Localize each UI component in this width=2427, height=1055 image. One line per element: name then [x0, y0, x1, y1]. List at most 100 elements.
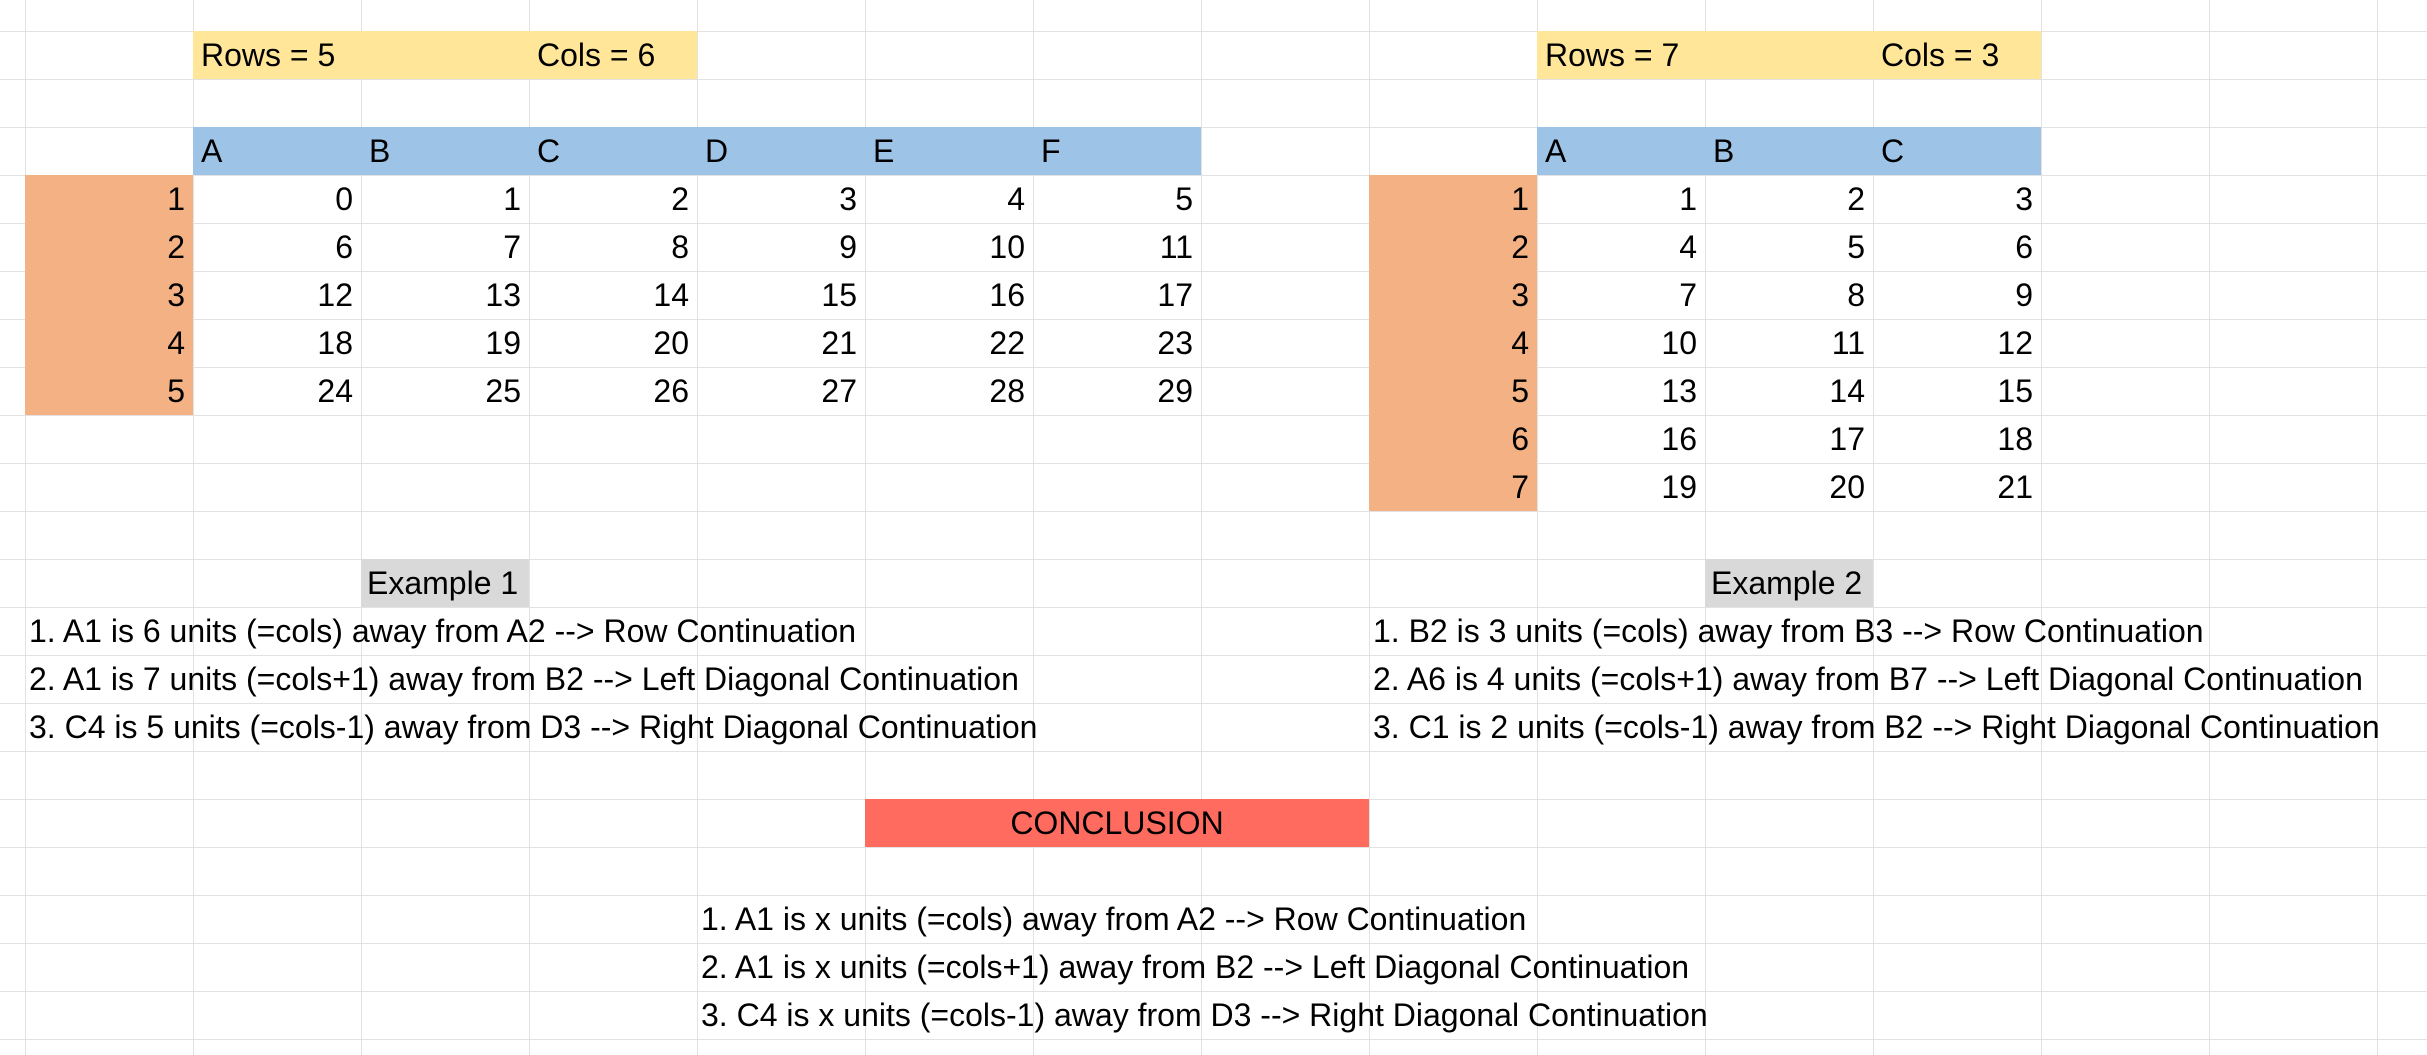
column-header[interactable]: C: [1881, 133, 1905, 169]
row-header[interactable]: 1: [1511, 181, 1529, 217]
grid-cell[interactable]: 2: [1847, 181, 1865, 217]
row-header[interactable]: 5: [1511, 373, 1529, 409]
grid-cell[interactable]: 4: [1679, 229, 1697, 265]
rows-label-cell[interactable]: Rows = 5: [193, 31, 529, 79]
grid-cell[interactable]: 18: [317, 325, 353, 361]
grid-cell[interactable]: 15: [1997, 373, 2033, 409]
grid-cell[interactable]: 19: [485, 325, 521, 361]
note-row[interactable]: 3. C4 is 5 units (=cols-1) away from D3 …: [25, 703, 1325, 751]
row-header-band: [25, 175, 193, 415]
grid-cell[interactable]: 7: [503, 229, 521, 265]
row-header[interactable]: 4: [167, 325, 185, 361]
grid-cell[interactable]: 5: [1175, 181, 1193, 217]
rows-label: Rows = 5: [201, 37, 336, 73]
row-header[interactable]: 4: [1511, 325, 1529, 361]
grid-cell[interactable]: 6: [335, 229, 353, 265]
column-header[interactable]: B: [1713, 133, 1735, 169]
grid-cell[interactable]: 12: [1997, 325, 2033, 361]
grid-cell[interactable]: 23: [1157, 325, 1193, 361]
row-header[interactable]: 3: [1511, 277, 1529, 313]
grid-cell[interactable]: 20: [1829, 469, 1865, 505]
note-row[interactable]: 1. B2 is 3 units (=cols) away from B3 --…: [1369, 607, 2419, 655]
grid-cell[interactable]: 26: [653, 373, 689, 409]
example-title-cell[interactable]: Example 2: [1705, 559, 1873, 607]
grid-cell[interactable]: 9: [2015, 277, 2033, 313]
grid-cell[interactable]: 15: [821, 277, 857, 313]
row-header[interactable]: 1: [167, 181, 185, 217]
grid-cell[interactable]: 14: [1829, 373, 1865, 409]
cols-label-cell[interactable]: Cols = 6: [529, 31, 697, 79]
grid-cell[interactable]: 25: [485, 373, 521, 409]
cols-label: Cols = 6: [537, 37, 656, 73]
note-text: 2. A6 is 4 units (=cols+1) away from B7 …: [1373, 661, 2363, 697]
grid-cell[interactable]: 17: [1157, 277, 1193, 313]
grid-cell[interactable]: 7: [1679, 277, 1697, 313]
grid-cell[interactable]: 11: [1831, 325, 1865, 361]
row-header[interactable]: 7: [1511, 469, 1529, 505]
conclusion-note-row[interactable]: 3. C4 is x units (=cols-1) away from D3 …: [697, 991, 1997, 1039]
grid-cell[interactable]: 6: [2015, 229, 2033, 265]
rows-label-cell[interactable]: Rows = 7: [1537, 31, 1873, 79]
grid-cell[interactable]: 2: [671, 181, 689, 217]
row-header[interactable]: 2: [167, 229, 185, 265]
cols-label-cell[interactable]: Cols = 3: [1873, 31, 2041, 79]
example-title-cell[interactable]: Example 1: [361, 559, 529, 607]
grid-cell[interactable]: 27: [821, 373, 857, 409]
column-header[interactable]: A: [201, 133, 223, 169]
grid-cell[interactable]: 22: [989, 325, 1025, 361]
grid-cell[interactable]: 3: [2015, 181, 2033, 217]
grid-cell[interactable]: 9: [839, 229, 857, 265]
grid-cell[interactable]: 5: [1847, 229, 1865, 265]
row-header[interactable]: 2: [1511, 229, 1529, 265]
grid-cell[interactable]: 28: [989, 373, 1025, 409]
row-header[interactable]: 3: [167, 277, 185, 313]
grid-cell[interactable]: 14: [653, 277, 689, 313]
conclusion-title-cell[interactable]: CONCLUSION: [865, 799, 1369, 847]
grid-cell[interactable]: 10: [989, 229, 1025, 265]
grid-cell[interactable]: 4: [1007, 181, 1025, 217]
grid-cell[interactable]: 13: [1661, 373, 1697, 409]
grid-cell[interactable]: 20: [653, 325, 689, 361]
column-header[interactable]: C: [537, 133, 561, 169]
cols-label: Cols = 3: [1881, 37, 2000, 73]
column-header[interactable]: A: [1545, 133, 1567, 169]
grid-cell[interactable]: 17: [1829, 421, 1865, 457]
grid-cell[interactable]: 11: [1159, 229, 1193, 265]
grid-cell[interactable]: 16: [989, 277, 1025, 313]
grid-cell[interactable]: 8: [671, 229, 689, 265]
grid-cell[interactable]: 29: [1157, 373, 1193, 409]
column-header[interactable]: F: [1041, 133, 1061, 169]
note-row[interactable]: 3. C1 is 2 units (=cols-1) away from B2 …: [1369, 703, 2419, 751]
grid-cell[interactable]: 8: [1847, 277, 1865, 313]
conclusion-note-text: 1. A1 is x units (=cols) away from A2 --…: [701, 901, 1527, 937]
grid-cell[interactable]: 18: [1997, 421, 2033, 457]
grid-cell[interactable]: 19: [1661, 469, 1697, 505]
column-header[interactable]: B: [369, 133, 391, 169]
grid-cell[interactable]: 16: [1661, 421, 1697, 457]
grid-cell[interactable]: 0: [335, 181, 353, 217]
note-text: 1. B2 is 3 units (=cols) away from B3 --…: [1373, 613, 2204, 649]
example-title: Example 2: [1711, 565, 1863, 601]
conclusion-note-row[interactable]: 2. A1 is x units (=cols+1) away from B2 …: [697, 943, 1997, 991]
row-header[interactable]: 6: [1511, 421, 1529, 457]
rows-label: Rows = 7: [1545, 37, 1680, 73]
grid-cell[interactable]: 10: [1661, 325, 1697, 361]
conclusion-note-row[interactable]: 1. A1 is x units (=cols) away from A2 --…: [697, 895, 1997, 943]
column-header[interactable]: D: [705, 133, 729, 169]
grid-cell[interactable]: 21: [1997, 469, 2033, 505]
grid-cell[interactable]: 12: [317, 277, 353, 313]
note-row[interactable]: 1. A1 is 6 units (=cols) away from A2 --…: [25, 607, 1325, 655]
note-row[interactable]: 2. A1 is 7 units (=cols+1) away from B2 …: [25, 655, 1325, 703]
grid-cell[interactable]: 21: [821, 325, 857, 361]
grid-cell[interactable]: 24: [317, 373, 353, 409]
grid-cell[interactable]: 3: [839, 181, 857, 217]
note-text: 3. C4 is 5 units (=cols-1) away from D3 …: [29, 709, 1038, 745]
grid-cell[interactable]: 1: [1679, 181, 1697, 217]
column-header-band: [193, 127, 1201, 175]
row-header[interactable]: 5: [167, 373, 185, 409]
note-row[interactable]: 2. A6 is 4 units (=cols+1) away from B7 …: [1369, 655, 2419, 703]
grid-cell[interactable]: 1: [503, 181, 521, 217]
column-header[interactable]: E: [873, 133, 895, 169]
grid-cell[interactable]: 13: [485, 277, 521, 313]
